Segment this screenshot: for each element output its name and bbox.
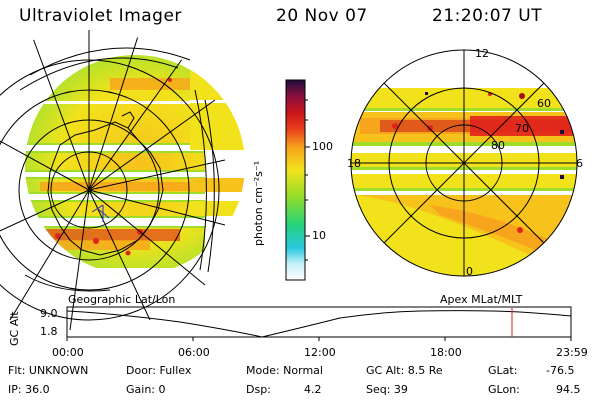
info-door: Door: Fullex	[126, 364, 192, 377]
info-ip: IP: 36.0	[8, 383, 50, 396]
timeline-xtick-1800: 18:00	[430, 346, 462, 359]
mlat-label-70: 70	[515, 122, 529, 135]
mlt-label-0: 0	[466, 265, 473, 278]
altitude-curve	[66, 310, 572, 338]
timeline-ylabel: GC Alt	[8, 311, 21, 346]
altitude-timeline	[66, 306, 572, 341]
timeline-ytick-max: 9.0	[40, 307, 58, 320]
header-date: 20 Nov 07	[276, 6, 368, 26]
timeline-xtick-2359: 23:59	[556, 346, 588, 359]
info-gc-alt: GC Alt: 8.5 Re	[366, 364, 443, 377]
geographic-map	[0, 30, 265, 331]
info-glon-value: 94.5	[556, 383, 581, 396]
mlt-label-12: 12	[475, 47, 489, 60]
info-glat-label: GLat:	[488, 364, 518, 377]
header-time: 21:20:07 UT	[432, 6, 543, 26]
mlat-label-80: 80	[491, 139, 505, 152]
colorbar-unit: photon cm⁻²s⁻¹	[252, 160, 265, 246]
info-dsp-value: 4.2	[304, 383, 322, 396]
timeline-xtick-0600: 06:00	[178, 346, 210, 359]
info-glat-value: -76.5	[546, 364, 575, 377]
info-dsp-label: Dsp:	[246, 383, 271, 396]
timeline-xtick-1200: 12:00	[304, 346, 336, 359]
mlt-label-18: 18	[347, 157, 361, 170]
geographic-map-label: Geographic Lat/Lon	[68, 293, 176, 306]
timeline-ytick-min: 1.8	[40, 325, 58, 338]
colorbar	[285, 79, 310, 281]
colorbar-tick-100: 100	[312, 140, 333, 153]
mlt-label-6: 6	[576, 157, 583, 170]
info-mode: Mode: Normal	[246, 364, 323, 377]
magnetic-map	[350, 49, 578, 277]
antarctica-coastline	[47, 121, 164, 256]
magnetic-map-label: Apex MLat/MLT	[440, 293, 523, 306]
info-glon-label: GLon:	[488, 383, 520, 396]
timeline-xtick-0000: 00:00	[52, 346, 84, 359]
app-title: Ultraviolet Imager	[19, 6, 182, 26]
colorbar-tick-10: 10	[312, 229, 326, 242]
satellite-nadir-marker	[91, 204, 110, 222]
info-flt: Flt: UNKNOWN	[8, 364, 89, 377]
info-gain: Gain: 0	[126, 383, 166, 396]
mlat-label-60: 60	[537, 97, 551, 110]
info-seq: Seq: 39	[366, 383, 408, 396]
